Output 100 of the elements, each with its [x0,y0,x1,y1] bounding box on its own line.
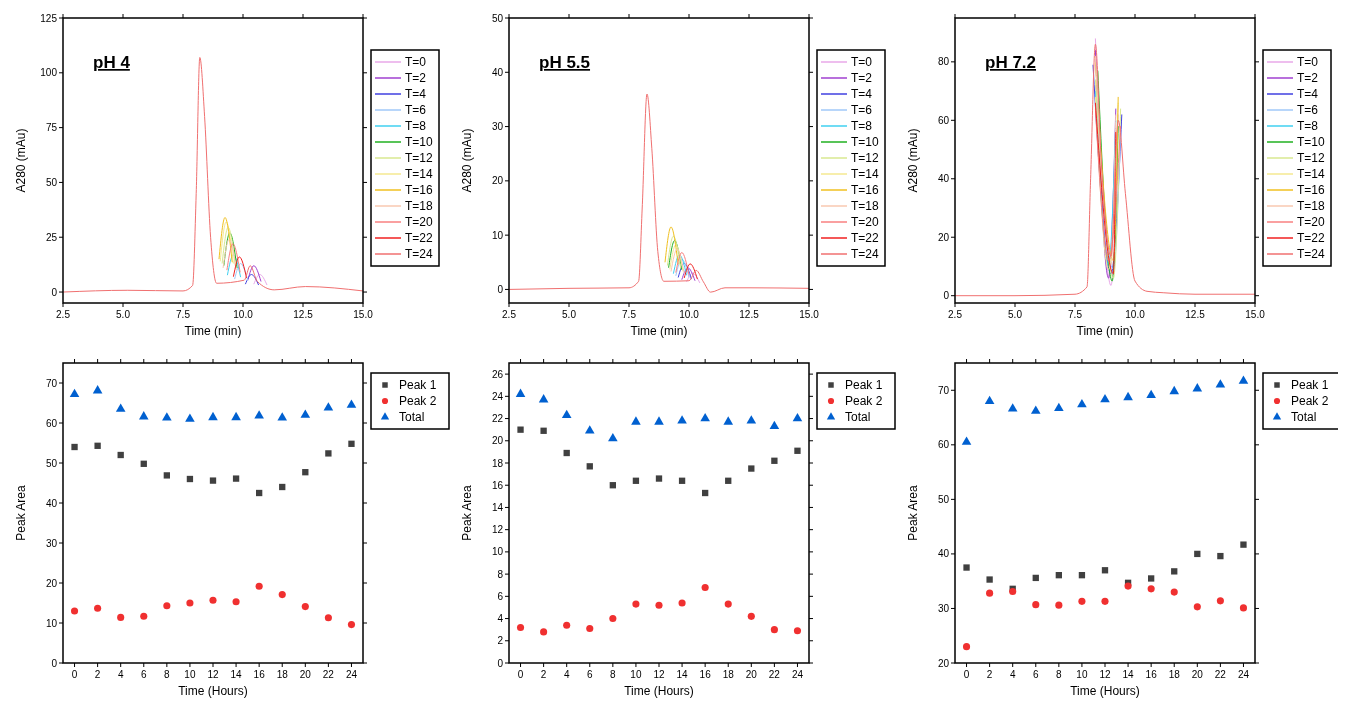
x-tick-label: 0 [517,669,524,680]
legend-label: T=20 [851,215,880,229]
legend-label: T=16 [1297,183,1326,197]
legend-label: T=22 [851,231,880,245]
y-tick-label: 100 [40,67,58,79]
x-axis-title: Time (min) [1076,324,1134,338]
y-tick-label: 40 [45,497,58,509]
x-tick-label: 10.0 [679,309,700,320]
y-tick-label: 10 [491,546,504,558]
x-tick-label: 2 [540,669,547,680]
legend-label: T=2 [1297,71,1319,85]
y-tick-label: 14 [491,501,504,513]
legend-label: Peak 2 [845,394,883,408]
y-tick-label: 12 [491,524,504,536]
y-tick-label: 40 [937,548,950,560]
legend-label: T=6 [851,103,873,117]
x-tick-label: 2.5 [502,309,517,320]
y-tick-label: 0 [497,657,504,669]
x-tick-label: 15.0 [1245,309,1266,320]
x-tick-label: 7.5 [1068,309,1083,320]
y-tick-label: 10 [45,617,58,629]
x-tick-label: 6 [140,669,147,680]
x-tick-label: 8 [610,669,617,680]
x-tick-label: 10 [630,669,642,680]
y-tick-label: 20 [45,577,58,589]
y-tick-label: 50 [45,457,58,469]
x-tick-label: 10.0 [233,309,254,320]
x-tick-label: 12.5 [1185,309,1206,320]
x-tick-label: 7.5 [176,309,191,320]
y-axis-title: A280 (mAu) [906,128,920,193]
legend-label: T=20 [1297,215,1326,229]
y-tick-label: 16 [491,479,504,491]
x-axis-title: Time (Hours) [178,684,248,698]
y-tick-label: 22 [491,413,504,425]
y-tick-label: 125 [40,12,58,24]
x-tick-label: 6 [586,669,593,680]
y-tick-label: 10 [491,229,504,241]
legend-label: T=22 [405,231,434,245]
legend-label: T=16 [851,183,880,197]
x-tick-label: 12.5 [293,309,314,320]
legend-label: T=14 [851,167,880,181]
legend-label: T=0 [405,55,427,69]
legend-label: T=18 [851,199,880,213]
legend-label: T=8 [405,119,427,133]
y-axis-title: Peak Area [14,484,28,541]
x-tick-label: 15.0 [353,309,374,320]
x-tick-label: 16 [253,669,266,680]
legend-label: T=14 [1297,167,1326,181]
legend-label: T=6 [405,103,427,117]
x-tick-label: 24 [345,669,358,680]
legend-label: Peak 1 [399,378,437,392]
legend-label: T=20 [405,215,434,229]
y-axis-title: Peak Area [460,484,474,541]
legend-label: T=0 [1297,55,1319,69]
legend-label: Peak 2 [399,394,437,408]
x-tick-label: 18 [1168,669,1181,680]
x-tick-label: 16 [699,669,712,680]
legend-label: Total [845,410,871,424]
y-tick-label: 60 [937,439,950,451]
y-tick-label: 30 [937,602,950,614]
x-tick-label: 20 [1191,669,1204,680]
x-tick-label: 10 [184,669,196,680]
x-tick-label: 8 [164,669,171,680]
x-tick-label: 10.0 [1125,309,1146,320]
y-tick-label: 0 [497,283,504,295]
legend-label: T=2 [851,71,873,85]
y-tick-label: 75 [45,122,58,134]
legend-label: T=6 [1297,103,1319,117]
x-tick-label: 8 [1056,669,1063,680]
y-tick-label: 70 [937,384,950,396]
y-tick-label: 50 [491,12,504,24]
x-tick-label: 0 [71,669,78,680]
legend-label: T=18 [405,199,434,213]
x-tick-label: 14 [230,669,243,680]
x-tick-label: 20 [299,669,312,680]
legend-label: T=22 [1297,231,1326,245]
text: pH 4 [93,53,131,72]
y-tick-label: 26 [491,368,504,380]
x-tick-label: 14 [1122,669,1135,680]
x-tick-label: 20 [745,669,758,680]
y-tick-label: 20 [491,435,504,447]
x-tick-label: 24 [1237,669,1250,680]
x-tick-label: 22 [322,669,335,680]
legend-label: T=10 [1297,135,1326,149]
x-tick-label: 2 [94,669,101,680]
x-tick-label: 10 [1076,669,1088,680]
legend-label: T=8 [1297,119,1319,133]
x-tick-label: 5.0 [562,309,577,320]
x-tick-label: 4 [563,669,570,680]
x-axis-title: Time (Hours) [1070,684,1140,698]
y-tick-label: 60 [45,417,58,429]
text: pH 5.5 [539,53,591,72]
x-tick-label: 14 [676,669,689,680]
x-tick-label: 22 [768,669,781,680]
x-tick-label: 5.0 [116,309,131,320]
y-tick-label: 60 [937,114,950,126]
x-tick-label: 4 [1009,669,1016,680]
y-tick-label: 40 [937,173,950,185]
y-tick-label: 30 [45,537,58,549]
y-tick-label: 8 [497,568,504,580]
